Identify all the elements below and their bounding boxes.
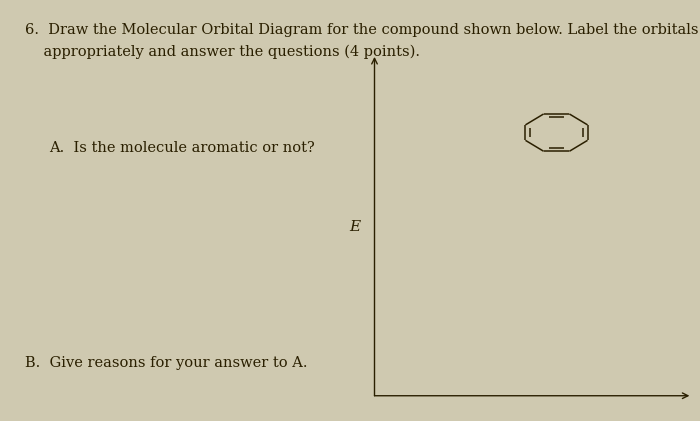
Text: A.  Is the molecule aromatic or not?: A. Is the molecule aromatic or not?: [49, 141, 315, 155]
Text: B.  Give reasons for your answer to A.: B. Give reasons for your answer to A.: [25, 356, 307, 370]
Text: E: E: [349, 220, 360, 234]
Text: appropriately and answer the questions (4 points).: appropriately and answer the questions (…: [25, 44, 419, 59]
Text: 6.  Draw the Molecular Orbital Diagram for the compound shown below. Label the o: 6. Draw the Molecular Orbital Diagram fo…: [25, 23, 698, 37]
